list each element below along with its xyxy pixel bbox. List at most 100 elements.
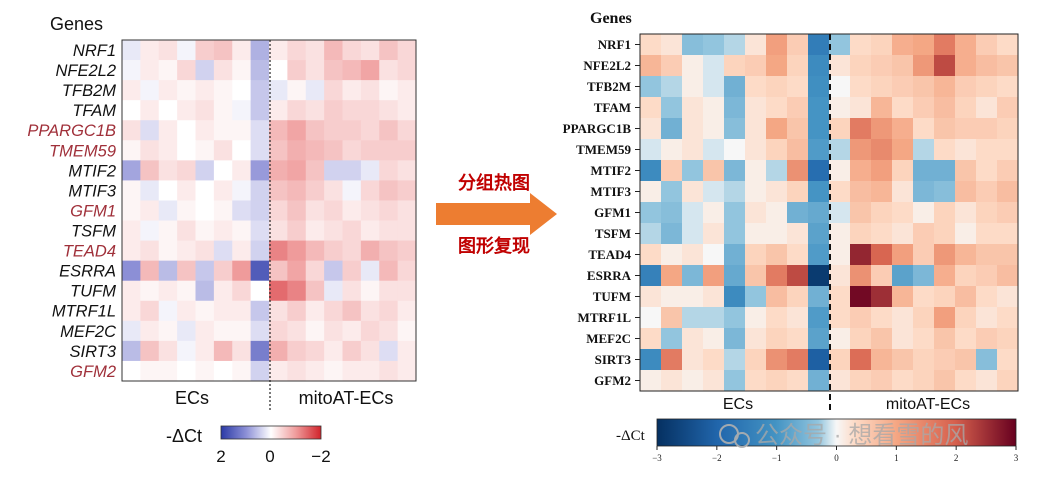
heatmap-cell xyxy=(269,240,288,262)
heatmap-cell xyxy=(140,160,160,181)
heatmap-cell xyxy=(682,118,704,140)
heatmap-cell xyxy=(745,286,767,308)
heatmap-cell xyxy=(913,55,935,77)
heatmap-cell xyxy=(287,100,307,121)
heatmap-cell xyxy=(305,60,325,81)
gene-label: TEAD4 xyxy=(588,247,631,262)
heatmap-cell xyxy=(850,286,872,308)
heatmap-cell xyxy=(177,200,196,221)
heatmap-cell xyxy=(305,320,325,342)
heatmap-cell xyxy=(269,220,288,241)
heatmap-cell xyxy=(976,34,998,56)
heatmap-cell xyxy=(913,265,935,287)
heatmap-cell xyxy=(640,244,662,266)
heatmap-cell xyxy=(661,181,683,203)
heatmap-cell xyxy=(850,265,872,287)
gene-label: SIRT3 xyxy=(595,352,632,367)
heatmap-cell xyxy=(397,200,417,221)
heatmap-cell xyxy=(724,118,746,140)
heatmap-cell xyxy=(976,307,998,329)
heatmap-cell xyxy=(808,139,830,161)
gene-label: GFM2 xyxy=(70,363,116,381)
heatmap-cell xyxy=(640,223,662,245)
gene-label: PPARGC1B xyxy=(27,122,116,140)
heatmap-cell xyxy=(158,120,178,141)
heatmap-cell xyxy=(140,120,160,141)
heatmap-cell xyxy=(850,34,872,56)
watermark: 公众号 · 想看雪的风 xyxy=(719,422,968,449)
heatmap-cell xyxy=(177,140,196,161)
heatmap-cell xyxy=(122,40,141,61)
heatmap-cell xyxy=(287,180,307,201)
heatmap-cell xyxy=(997,370,1019,392)
heatmap-cell xyxy=(829,286,851,308)
heatmap-cell xyxy=(871,55,893,77)
heatmap-cell xyxy=(397,60,417,81)
heatmap-cell xyxy=(703,160,725,182)
heatmap-cell xyxy=(213,300,233,322)
heatmap-cell xyxy=(195,40,215,61)
heatmap-cell xyxy=(250,240,270,262)
heatmap-cell xyxy=(305,80,325,101)
heatmap-cell xyxy=(158,340,178,362)
heatmap-cell xyxy=(342,80,362,101)
heatmap-cell xyxy=(287,340,307,362)
heatmap-cell xyxy=(766,244,788,266)
heatmap-cell xyxy=(250,200,270,221)
heatmap-cell xyxy=(703,55,725,77)
heatmap-cell xyxy=(682,328,704,350)
heatmap-cell xyxy=(871,370,893,392)
heatmap-cell xyxy=(324,280,343,302)
heatmap-cell xyxy=(232,40,252,61)
heatmap-cell xyxy=(250,300,270,322)
heatmap-cell xyxy=(955,202,977,224)
heatmap-cell xyxy=(871,349,893,371)
heatmap-cell xyxy=(158,80,178,101)
heatmap-cell xyxy=(195,180,215,201)
heatmap-cell xyxy=(808,34,830,56)
colorbar-tick-label: −1 xyxy=(772,453,782,463)
heatmap-cell xyxy=(724,55,746,77)
heatmap-cell xyxy=(724,349,746,371)
heatmap-cell xyxy=(122,260,141,282)
heatmap-cell xyxy=(787,139,809,161)
heatmap-cell xyxy=(976,202,998,224)
heatmap-cell xyxy=(934,370,956,392)
heatmap-cell xyxy=(287,240,307,262)
heatmap-cell xyxy=(871,286,893,308)
heatmap-cell xyxy=(195,200,215,221)
heatmap-cell xyxy=(745,328,767,350)
heatmap-cell xyxy=(195,60,215,81)
heatmap-cell xyxy=(232,180,252,201)
heatmap-cell xyxy=(661,349,683,371)
heatmap-cell xyxy=(871,76,893,98)
heatmap-cell xyxy=(934,160,956,182)
heatmap-cell xyxy=(745,55,767,77)
heatmap-cell xyxy=(232,360,252,382)
heatmap-cell xyxy=(892,97,914,119)
heatmap-cell xyxy=(140,280,160,302)
heatmap-cell xyxy=(892,139,914,161)
heatmap-cell xyxy=(360,300,380,322)
heatmap-cell xyxy=(808,286,830,308)
heatmap-cell xyxy=(913,34,935,56)
heatmap-cell xyxy=(305,260,325,282)
heatmap-cell xyxy=(140,320,160,342)
heatmap-cell xyxy=(360,360,380,382)
heatmap-cell xyxy=(829,160,851,182)
heatmap-cell xyxy=(871,307,893,329)
heatmap-cell xyxy=(766,286,788,308)
heatmap-cell xyxy=(829,55,851,77)
heatmap-cell xyxy=(661,202,683,224)
heatmap-cell xyxy=(360,180,380,201)
heatmap-cell xyxy=(122,60,141,81)
heatmap-cell xyxy=(342,220,362,241)
heatmap-cell xyxy=(724,202,746,224)
gene-label: GFM1 xyxy=(594,205,631,220)
heatmap-cell xyxy=(703,286,725,308)
heatmap-cell xyxy=(158,360,178,382)
heatmap-cell xyxy=(724,160,746,182)
heatmap-cell xyxy=(829,181,851,203)
heatmap-cell xyxy=(976,370,998,392)
heatmap-cell xyxy=(324,340,343,362)
